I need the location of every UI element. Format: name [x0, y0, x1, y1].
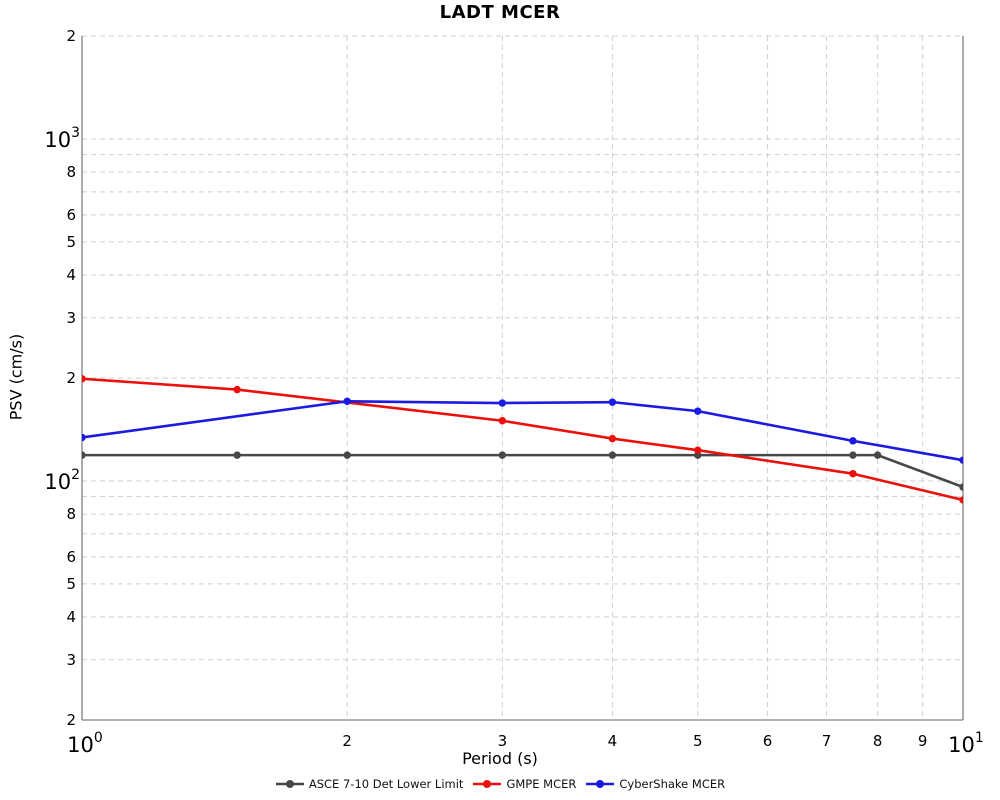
- data-point: [873, 451, 882, 459]
- data-point: [694, 446, 702, 454]
- legend-item-gmpe-mcer: GMPE MCER: [472, 777, 576, 791]
- y-tick-label: 8: [66, 163, 76, 181]
- series-cybershake-mcer: [82, 397, 963, 464]
- data-point: [343, 397, 351, 405]
- y-tick-label: 4: [66, 608, 76, 626]
- data-point: [849, 451, 857, 459]
- data-point: [233, 451, 241, 459]
- data-point: [959, 496, 963, 504]
- data-point: [498, 451, 507, 459]
- x-tick-label: 5: [693, 732, 703, 750]
- data-point: [608, 451, 617, 459]
- x-tick-label: 7: [822, 732, 832, 750]
- x-tick-label: 2: [342, 732, 352, 750]
- data-point: [82, 433, 86, 442]
- legend-line-marker-icon: [473, 780, 502, 788]
- y-tick-label: 3: [66, 651, 76, 669]
- y-tick-label: 2: [66, 369, 76, 387]
- legend-line-marker-icon: [586, 780, 615, 788]
- y-tick-label: 102: [44, 467, 80, 494]
- data-point: [498, 417, 507, 425]
- y-tick-label: 5: [66, 575, 76, 593]
- y-tick-label: 4: [66, 266, 76, 284]
- x-tick-label: 101: [948, 730, 984, 757]
- series-gmpe-mcer: [82, 375, 963, 504]
- x-tick-label: 3: [498, 732, 508, 750]
- x-tick-label: 9: [918, 732, 928, 750]
- data-point: [608, 434, 617, 443]
- legend-item-asce-7-10-det-lower-limit: ASCE 7-10 Det Lower Limit: [275, 777, 464, 791]
- y-tick-label: 8: [66, 505, 76, 523]
- gridlines: [82, 35, 963, 720]
- x-tick-label: 6: [763, 732, 773, 750]
- y-tick-label: 6: [66, 206, 76, 224]
- x-tick-label: 4: [608, 732, 618, 750]
- data-point: [959, 483, 963, 491]
- data-point: [849, 437, 857, 445]
- chart-title: LADT MCER: [439, 2, 561, 23]
- y-tick-label: 2: [66, 711, 76, 729]
- legend-line-marker-icon: [275, 780, 304, 788]
- y-tick-label: 5: [66, 233, 76, 251]
- data-point: [82, 375, 86, 383]
- series-line: [82, 399, 963, 462]
- data-point: [959, 456, 963, 464]
- y-tick-label: 3: [66, 309, 76, 327]
- series-line: [82, 377, 963, 502]
- data-point: [694, 407, 702, 415]
- series-asce-7-10-det-lower-limit: [82, 451, 963, 491]
- y-tick-label: 2: [66, 27, 76, 45]
- legend: ASCE 7-10 Det Lower Limit GMPE MCER CyberS…: [0, 777, 1000, 791]
- data-point: [343, 451, 351, 459]
- y-axis-label: PSV (cm/s): [6, 333, 26, 421]
- data-point: [233, 385, 241, 394]
- x-tick-label: 8: [873, 732, 883, 750]
- legend-label: CyberShake MCER: [619, 777, 726, 791]
- y-tick-label: 103: [44, 125, 80, 152]
- x-axis-label: Period (s): [462, 749, 538, 768]
- data-point: [849, 470, 857, 478]
- x-tick-label: 100: [67, 730, 103, 757]
- legend-label: ASCE 7-10 Det Lower Limit: [308, 777, 464, 791]
- legend-item-cybershake-mcer: CyberShake MCER: [585, 777, 725, 791]
- y-tick-label: 6: [66, 548, 76, 566]
- legend-label: GMPE MCER: [506, 777, 577, 791]
- data-point: [498, 399, 507, 407]
- data-point: [608, 398, 617, 406]
- data-point: [82, 451, 86, 459]
